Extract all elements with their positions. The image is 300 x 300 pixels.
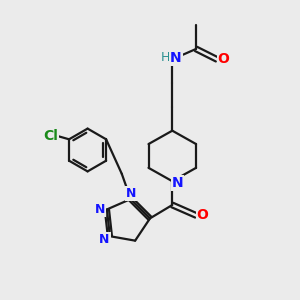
Text: N: N: [95, 203, 106, 216]
Text: N: N: [125, 187, 136, 200]
Text: O: O: [218, 52, 230, 66]
Text: N: N: [172, 176, 184, 190]
Text: H: H: [161, 51, 170, 64]
Text: N: N: [99, 233, 110, 246]
Text: N: N: [170, 51, 182, 65]
Text: O: O: [197, 208, 208, 222]
Text: Cl: Cl: [43, 129, 58, 143]
